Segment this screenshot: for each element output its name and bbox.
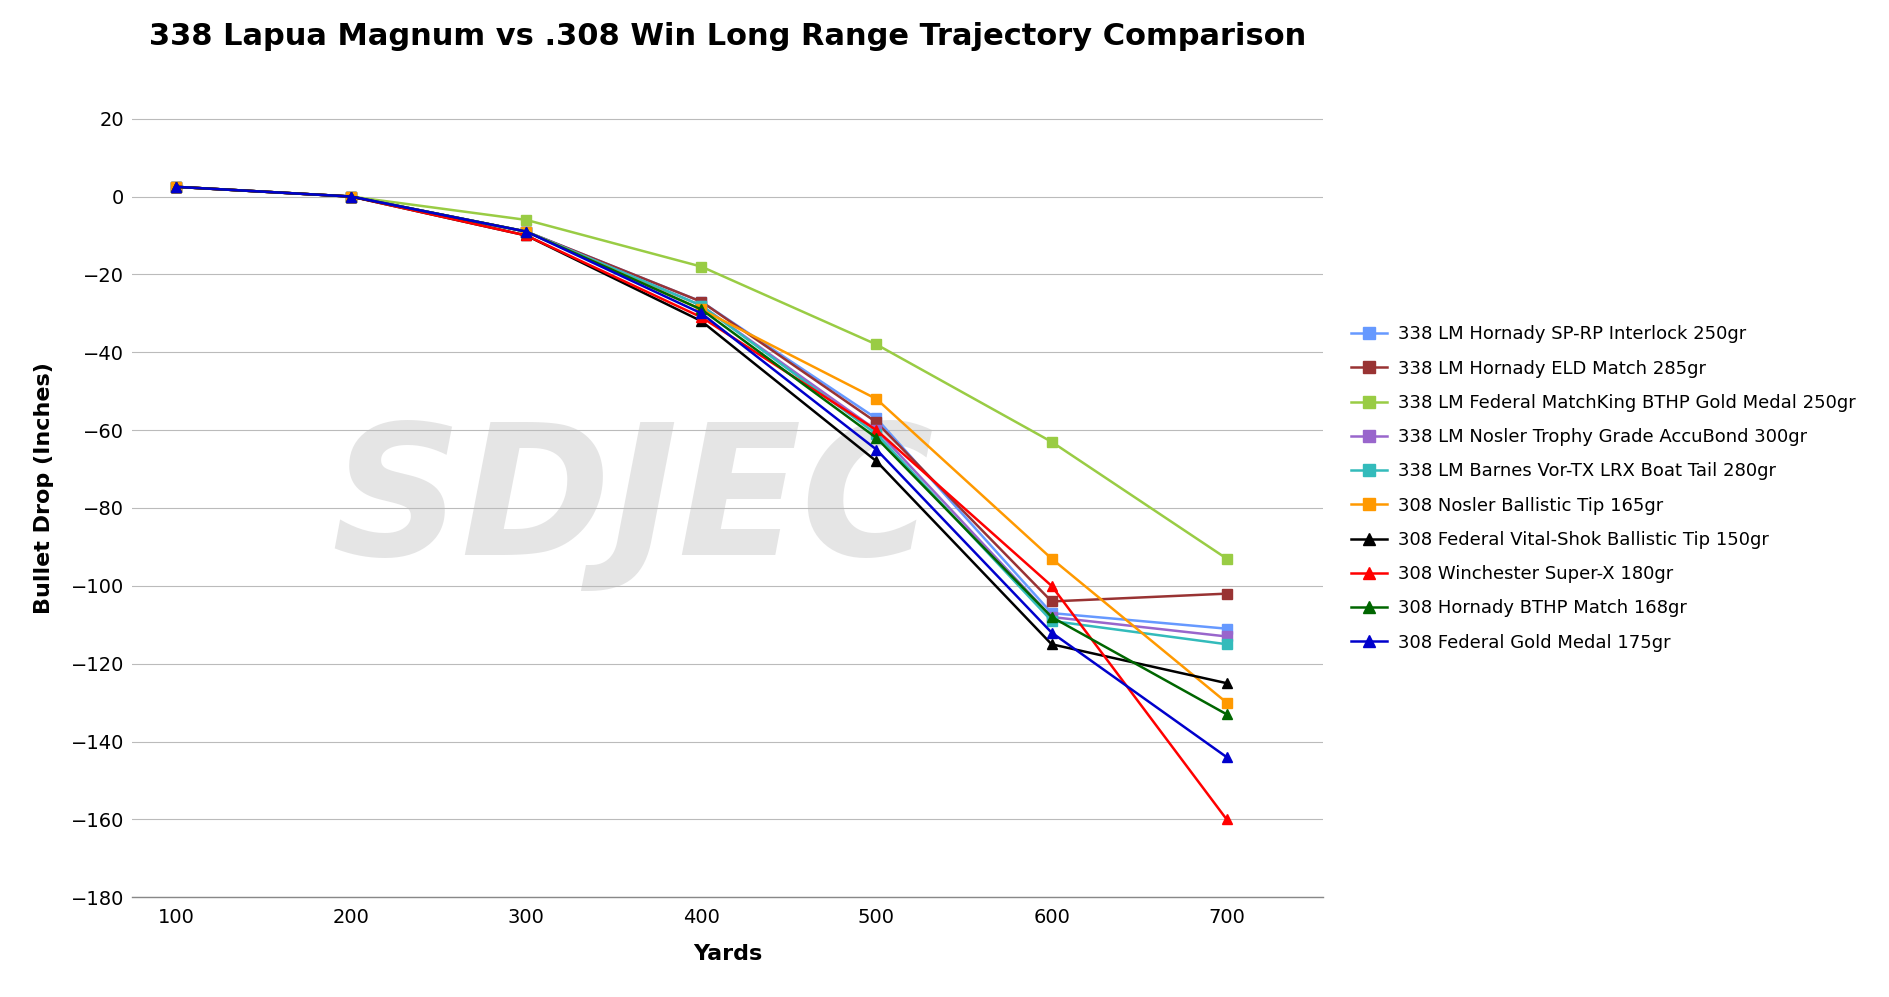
308 Winchester Super-X 180gr [1215, 814, 1237, 826]
Line: 308 Winchester Super-X 180gr: 308 Winchester Super-X 180gr [172, 182, 1232, 825]
308 Federal Gold Medal 175gr [164, 180, 187, 192]
308 Federal Vital-Shok Ballistic Tip 150gr [340, 190, 363, 202]
308 Nosler Ballistic Tip 165gr [1215, 697, 1237, 709]
338 LM Hornady ELD Match 285gr [1039, 595, 1062, 607]
338 LM Hornady SP-RP Interlock 250gr [164, 180, 187, 192]
308 Winchester Super-X 180gr [689, 311, 712, 323]
308 Winchester Super-X 180gr [514, 229, 536, 241]
338 LM Federal MatchKing BTHP Gold Medal 250gr [164, 180, 187, 192]
338 LM Federal MatchKing BTHP Gold Medal 250gr [689, 260, 712, 272]
Line: 338 LM Barnes Vor-TX LRX Boat Tail 280gr: 338 LM Barnes Vor-TX LRX Boat Tail 280gr [172, 182, 1232, 649]
308 Federal Gold Medal 175gr [689, 307, 712, 319]
308 Nosler Ballistic Tip 165gr [514, 225, 536, 237]
338 LM Hornady SP-RP Interlock 250gr [1215, 623, 1237, 635]
308 Hornady BTHP Match 168gr [1039, 611, 1062, 623]
338 LM Nosler Trophy Grade AccuBond 300gr [1215, 630, 1237, 642]
338 LM Hornady ELD Match 285gr [514, 225, 536, 237]
308 Hornady BTHP Match 168gr [689, 303, 712, 315]
338 LM Hornady ELD Match 285gr [1215, 587, 1237, 599]
338 LM Hornady ELD Match 285gr [865, 417, 888, 429]
Line: 308 Federal Vital-Shok Ballistic Tip 150gr: 308 Federal Vital-Shok Ballistic Tip 150… [172, 182, 1232, 688]
338 LM Barnes Vor-TX LRX Boat Tail 280gr [1039, 615, 1062, 627]
308 Federal Gold Medal 175gr [1215, 751, 1237, 763]
308 Hornady BTHP Match 168gr [865, 432, 888, 444]
308 Hornady BTHP Match 168gr [1215, 708, 1237, 720]
Line: 338 LM Nosler Trophy Grade AccuBond 300gr: 338 LM Nosler Trophy Grade AccuBond 300g… [172, 182, 1232, 641]
308 Hornady BTHP Match 168gr [514, 225, 536, 237]
Legend: 338 LM Hornady SP-RP Interlock 250gr, 338 LM Hornady ELD Match 285gr, 338 LM Fed: 338 LM Hornady SP-RP Interlock 250gr, 33… [1343, 318, 1863, 659]
Line: 338 LM Hornady SP-RP Interlock 250gr: 338 LM Hornady SP-RP Interlock 250gr [172, 182, 1232, 633]
338 LM Hornady SP-RP Interlock 250gr [1039, 607, 1062, 619]
308 Federal Gold Medal 175gr [514, 225, 536, 237]
308 Nosler Ballistic Tip 165gr [340, 190, 363, 202]
Y-axis label: Bullet Drop (Inches): Bullet Drop (Inches) [34, 363, 55, 614]
338 LM Barnes Vor-TX LRX Boat Tail 280gr [164, 180, 187, 192]
338 LM Federal MatchKing BTHP Gold Medal 250gr [865, 339, 888, 351]
308 Nosler Ballistic Tip 165gr [689, 303, 712, 315]
Line: 308 Nosler Ballistic Tip 165gr: 308 Nosler Ballistic Tip 165gr [172, 182, 1232, 708]
338 LM Nosler Trophy Grade AccuBond 300gr [340, 190, 363, 202]
338 LM Barnes Vor-TX LRX Boat Tail 280gr [1215, 638, 1237, 650]
338 LM Federal MatchKing BTHP Gold Medal 250gr [1215, 552, 1237, 564]
338 LM Nosler Trophy Grade AccuBond 300gr [865, 424, 888, 436]
338 LM Nosler Trophy Grade AccuBond 300gr [514, 225, 536, 237]
Line: 308 Federal Gold Medal 175gr: 308 Federal Gold Medal 175gr [172, 182, 1232, 762]
338 LM Hornady SP-RP Interlock 250gr [865, 413, 888, 425]
Text: SDJEC: SDJEC [331, 417, 933, 593]
308 Federal Vital-Shok Ballistic Tip 150gr [689, 315, 712, 327]
338 LM Federal MatchKing BTHP Gold Medal 250gr [340, 190, 363, 202]
308 Nosler Ballistic Tip 165gr [865, 393, 888, 405]
308 Hornady BTHP Match 168gr [164, 180, 187, 192]
338 LM Barnes Vor-TX LRX Boat Tail 280gr [689, 299, 712, 311]
338 LM Federal MatchKing BTHP Gold Medal 250gr [1039, 436, 1062, 448]
308 Federal Vital-Shok Ballistic Tip 150gr [1215, 677, 1237, 689]
308 Nosler Ballistic Tip 165gr [1039, 552, 1062, 564]
308 Federal Vital-Shok Ballistic Tip 150gr [164, 180, 187, 192]
308 Federal Gold Medal 175gr [340, 190, 363, 202]
338 LM Barnes Vor-TX LRX Boat Tail 280gr [865, 428, 888, 440]
308 Winchester Super-X 180gr [340, 190, 363, 202]
338 LM Barnes Vor-TX LRX Boat Tail 280gr [514, 225, 536, 237]
338 LM Nosler Trophy Grade AccuBond 300gr [1039, 611, 1062, 623]
308 Federal Vital-Shok Ballistic Tip 150gr [514, 229, 536, 241]
338 LM Federal MatchKing BTHP Gold Medal 250gr [514, 214, 536, 226]
308 Federal Gold Medal 175gr [865, 444, 888, 456]
338 LM Barnes Vor-TX LRX Boat Tail 280gr [340, 190, 363, 202]
Line: 308 Hornady BTHP Match 168gr: 308 Hornady BTHP Match 168gr [172, 182, 1232, 719]
Title: 338 Lapua Magnum vs .308 Win Long Range Trajectory Comparison: 338 Lapua Magnum vs .308 Win Long Range … [149, 22, 1305, 51]
308 Winchester Super-X 180gr [164, 180, 187, 192]
Line: 338 LM Federal MatchKing BTHP Gold Medal 250gr: 338 LM Federal MatchKing BTHP Gold Medal… [172, 182, 1232, 563]
338 LM Hornady SP-RP Interlock 250gr [340, 190, 363, 202]
338 LM Hornady SP-RP Interlock 250gr [514, 225, 536, 237]
338 LM Hornady ELD Match 285gr [689, 296, 712, 308]
338 LM Nosler Trophy Grade AccuBond 300gr [689, 299, 712, 311]
308 Federal Vital-Shok Ballistic Tip 150gr [1039, 638, 1062, 650]
338 LM Hornady ELD Match 285gr [164, 180, 187, 192]
308 Federal Vital-Shok Ballistic Tip 150gr [865, 456, 888, 468]
308 Winchester Super-X 180gr [865, 424, 888, 436]
338 LM Nosler Trophy Grade AccuBond 300gr [164, 180, 187, 192]
308 Winchester Super-X 180gr [1039, 580, 1062, 592]
308 Hornady BTHP Match 168gr [340, 190, 363, 202]
308 Federal Gold Medal 175gr [1039, 626, 1062, 638]
338 LM Hornady ELD Match 285gr [340, 190, 363, 202]
X-axis label: Yards: Yards [693, 944, 761, 964]
308 Nosler Ballistic Tip 165gr [164, 180, 187, 192]
Line: 338 LM Hornady ELD Match 285gr: 338 LM Hornady ELD Match 285gr [172, 182, 1232, 606]
338 LM Hornady SP-RP Interlock 250gr [689, 296, 712, 308]
